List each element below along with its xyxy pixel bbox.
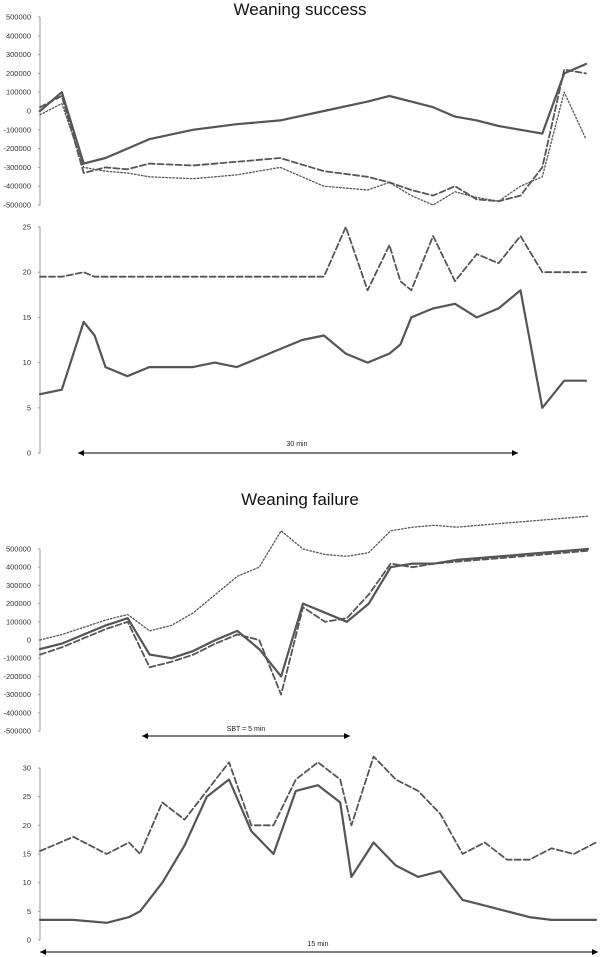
failure-top-ytick-label: 200000	[6, 599, 31, 608]
failure-bottom-ytick-label: 5	[27, 907, 31, 916]
failure-top-series-dashed	[39, 549, 589, 696]
series-layer	[38, 62, 598, 924]
failure-top-ytick-label: -300000	[3, 690, 31, 699]
success-top-ytick-label: -300000	[3, 163, 31, 172]
duration-arrow-30min-head-right	[512, 450, 518, 456]
success-top-ytick-label: 0	[27, 107, 31, 116]
duration-arrow-30min-head-left	[78, 450, 84, 456]
failure-top-series-dotted	[39, 515, 589, 641]
success-bottom-ytick-label: 25	[23, 223, 31, 232]
success-top-ytick-label: 400000	[6, 31, 31, 40]
failure-top-series-solid	[38, 547, 590, 678]
success-bottom-ytick-label: 10	[23, 358, 31, 367]
title-weaning-failure: Weaning failure	[241, 490, 359, 509]
failure-bottom-ytick-label: 0	[27, 936, 31, 945]
success-top-ytick-label: 200000	[6, 69, 31, 78]
duration-label-15min: 15 min	[307, 941, 328, 948]
success-top-series-dotted	[39, 91, 587, 206]
failure-bottom-series-solid	[38, 778, 598, 924]
failure-bottom-series-dashed	[39, 755, 597, 861]
failure-bottom-ytick-label: 15	[23, 850, 31, 859]
duration-arrow-15min-head-left	[40, 949, 46, 955]
duration-arrows-layer: 30 min SBT = 5 min 15 min	[40, 441, 598, 955]
success-top-ytick-label: -500000	[3, 201, 31, 210]
success-bottom-ytick-label: 5	[27, 403, 31, 412]
success-top-ytick-label: -200000	[3, 144, 31, 153]
success-bottom-series-dashed	[39, 226, 587, 292]
duration-arrow-sbt-head-left	[142, 733, 148, 739]
failure-top-ytick-label: 400000	[6, 563, 31, 572]
failure-top-ytick-label: -500000	[3, 727, 31, 736]
success-top-ytick-label: -400000	[3, 182, 31, 191]
failure-top-ytick-label: -100000	[3, 654, 31, 663]
failure-bottom-ytick-label: 20	[23, 821, 31, 830]
failure-top-ytick-label: 0	[27, 636, 31, 645]
duration-label-sbt: SBT = 5 min	[227, 726, 266, 733]
failure-top-ytick-label: 300000	[6, 581, 31, 590]
success-bottom-ytick-label: 15	[23, 313, 31, 322]
failure-bottom-ytick-label: 30	[23, 764, 31, 773]
duration-arrow-15min-head-right	[592, 949, 598, 955]
failure-bottom-ytick-label: 10	[23, 878, 31, 887]
axes-layer: 500000 400000 300000 200000 100000 0 -100000 -2…	[3, 13, 41, 945]
failure-top-ytick-label: 500000	[6, 545, 31, 554]
success-bottom-ytick-label: 0	[27, 449, 31, 458]
success-bottom-ytick-label: 20	[23, 268, 31, 277]
failure-bottom-ytick-label: 25	[23, 792, 31, 801]
success-top-ytick-label: 500000	[6, 13, 31, 22]
success-top-ytick-label: -100000	[3, 125, 31, 134]
failure-top-ytick-label: -200000	[3, 672, 31, 681]
title-weaning-success: Weaning success	[233, 0, 367, 19]
success-top-series-solid	[38, 62, 588, 165]
failure-top-ytick-label: 100000	[6, 617, 31, 626]
failure-top-ytick-label: -400000	[3, 708, 31, 717]
duration-label-30min: 30 min	[286, 441, 307, 448]
duration-arrow-sbt-head-right	[344, 733, 350, 739]
success-bottom-series-solid	[38, 289, 588, 409]
success-top-ytick-label: 100000	[6, 88, 31, 97]
success-top-ytick-label: 300000	[6, 50, 31, 59]
